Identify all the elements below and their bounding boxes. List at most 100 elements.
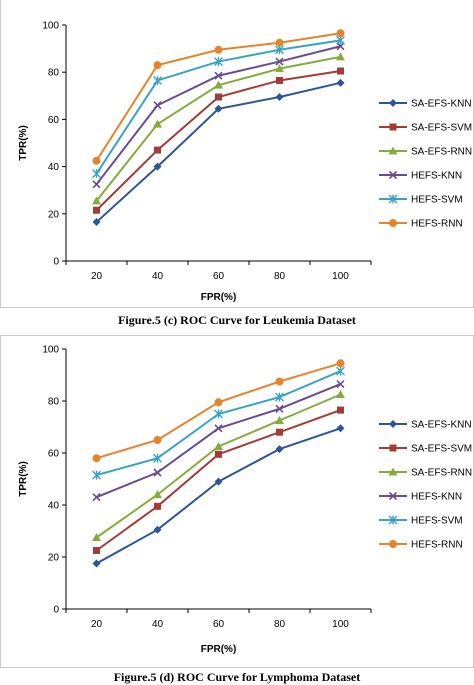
x-tick-label: 40	[152, 271, 164, 282]
series-sa-efs-rnn	[92, 52, 345, 205]
series-hefs-svm	[92, 366, 345, 480]
legend-marker	[388, 515, 398, 525]
data-point-sa-efs-knn	[336, 424, 345, 433]
y-tick-label: 100	[42, 21, 59, 32]
legend-entry-hefs-svm: HEFS-SVM	[379, 194, 463, 206]
legend-marker	[388, 491, 398, 501]
data-point-hefs-knn	[153, 101, 162, 110]
legend-label: HEFS-RNN	[411, 540, 463, 551]
x-tick-label: 20	[91, 271, 103, 282]
legend-marker	[389, 99, 397, 107]
legend-label: SA-EFS-SVM	[411, 444, 472, 455]
legend-entry-hefs-svm: HEFS-SVM	[379, 515, 463, 527]
legend-label: SA-EFS-RNN	[411, 468, 472, 479]
roc-chart-lymphoma: 0 20 40 60 80 100 20 40 60 80 100 FPR(%) TPR(%) SA-EF…	[18, 345, 472, 656]
data-point-hefs-svm	[153, 75, 162, 85]
data-point-sa-efs-knn	[214, 477, 223, 486]
data-point-hefs-rnn	[214, 398, 223, 407]
series-sa-efs-rnn	[92, 390, 345, 541]
data-point-hefs-svm	[153, 453, 162, 463]
y-tick-label: 0	[53, 257, 59, 268]
y-tick-label: 80	[48, 397, 60, 408]
data-point-hefs-rnn	[275, 377, 284, 386]
data-point-hefs-knn	[92, 493, 101, 502]
data-point-sa-efs-svm	[276, 76, 283, 84]
data-point-hefs-svm	[214, 409, 223, 419]
data-point-sa-efs-knn	[275, 92, 284, 101]
data-point-hefs-knn	[275, 57, 284, 66]
legend-marker	[388, 170, 398, 180]
legend-marker	[389, 420, 397, 428]
data-point-sa-efs-rnn	[153, 119, 162, 128]
series-hefs-knn	[92, 42, 345, 189]
data-point-hefs-svm	[214, 57, 223, 67]
y-tick-label: 40	[48, 162, 60, 173]
data-point-hefs-rnn	[214, 45, 223, 54]
legend-label: SA-EFS-KNN	[411, 99, 472, 110]
data-point-sa-efs-rnn	[153, 490, 162, 499]
legend-label: HEFS-KNN	[411, 492, 462, 503]
legend-label: SA-EFS-SVM	[411, 123, 472, 134]
data-point-hefs-svm	[275, 45, 284, 55]
x-axis-label: FPR(%)	[201, 644, 237, 655]
legend-marker	[388, 146, 398, 155]
legend-marker	[389, 219, 397, 227]
data-point-sa-efs-svm	[337, 67, 344, 75]
data-point-hefs-knn	[92, 180, 101, 189]
data-point-hefs-rnn	[92, 454, 101, 463]
y-tick-label: 60	[48, 115, 60, 126]
legend-marker	[389, 540, 397, 548]
data-point-hefs-rnn	[336, 359, 345, 368]
data-point-sa-efs-rnn	[214, 442, 223, 450]
data-point-hefs-rnn	[92, 156, 101, 165]
data-point-hefs-rnn	[153, 61, 162, 70]
data-point-sa-efs-rnn	[214, 80, 223, 89]
x-tick-label: 20	[91, 619, 103, 630]
data-point-sa-efs-knn	[214, 104, 223, 113]
data-point-sa-efs-svm	[337, 406, 344, 414]
data-point-sa-efs-svm	[154, 146, 161, 154]
legend-marker	[388, 467, 398, 476]
data-point-sa-efs-rnn	[92, 533, 101, 541]
chart-panel-leukemia: 0 20 40 60 80 100 20 40 60 80 100 FPR(%) TPR(%) SA-EF…	[0, 0, 474, 308]
series-line-hefs-knn	[95, 45, 341, 185]
roc-chart-leukemia: 0 20 40 60 80 100 20 40 60 80 100 FPR(%) TPR(%) SA-EF…	[18, 21, 472, 304]
data-point-sa-efs-svm	[276, 428, 283, 436]
data-point-sa-efs-svm	[215, 450, 222, 458]
data-point-sa-efs-knn	[92, 559, 101, 568]
legend-entry-hefs-rnn: HEFS-RNN	[379, 219, 463, 230]
series-sa-efs-knn	[92, 78, 345, 227]
y-axis-label: TPR(%)	[18, 125, 29, 161]
series-hefs-rnn	[92, 29, 345, 165]
series-hefs-knn	[92, 380, 345, 502]
legend-label: SA-EFS-KNN	[411, 420, 472, 431]
data-point-sa-efs-rnn	[336, 52, 345, 61]
legend-entry-sa-efs-rnn: SA-EFS-RNN	[379, 146, 472, 158]
data-point-sa-efs-knn	[153, 525, 162, 534]
legend-entry-sa-efs-svm: SA-EFS-SVM	[379, 123, 472, 134]
x-tick-label: 100	[332, 619, 349, 630]
figure-caption-leukemia: Figure.5 (c) ROC Curve for Leukemia Data…	[118, 313, 356, 327]
y-tick-label: 20	[48, 553, 60, 564]
x-tick-label: 100	[332, 271, 349, 282]
legend-marker	[389, 123, 397, 131]
chart-panel-lymphoma: 0 20 40 60 80 100 20 40 60 80 100 FPR(%) TPR(%) SA-EF…	[0, 335, 474, 668]
data-point-sa-efs-svm	[215, 93, 222, 101]
data-point-sa-efs-knn	[336, 78, 345, 87]
data-point-sa-efs-rnn	[92, 196, 101, 205]
data-point-hefs-knn	[336, 42, 345, 51]
data-point-hefs-svm	[275, 392, 284, 402]
y-tick-label: 100	[42, 345, 59, 356]
x-tick-label: 60	[213, 271, 225, 282]
data-point-sa-efs-svm	[154, 502, 161, 510]
legend-entry-hefs-rnn: HEFS-RNN	[379, 540, 463, 551]
data-point-hefs-rnn	[275, 38, 284, 47]
data-point-sa-efs-svm	[93, 547, 100, 554]
x-axis-label: FPR(%)	[201, 292, 237, 303]
y-tick-label: 40	[48, 501, 60, 512]
data-point-hefs-svm	[92, 470, 101, 480]
data-point-sa-efs-svm	[93, 206, 100, 214]
series-sa-efs-knn	[92, 424, 345, 568]
x-tick-label: 60	[213, 619, 225, 630]
data-point-hefs-knn	[214, 71, 223, 80]
